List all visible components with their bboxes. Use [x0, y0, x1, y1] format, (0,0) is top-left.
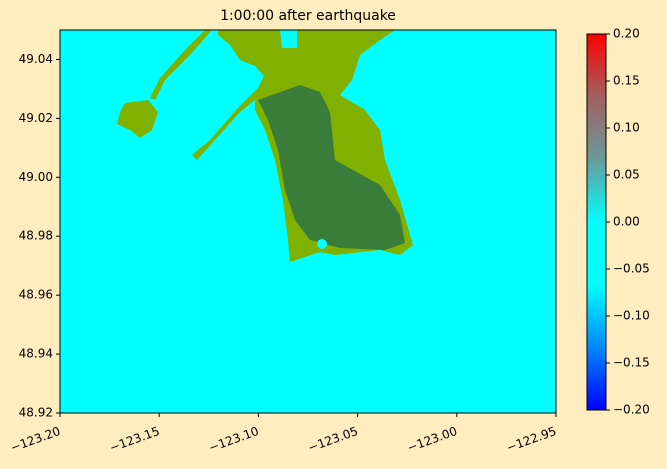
colorbar-tick-label: 0.10: [613, 121, 640, 135]
colorbar-tick-label: −0.15: [613, 356, 650, 370]
y-tick-label: 49.02: [19, 111, 53, 125]
water-inlet: [280, 30, 297, 48]
x-tick-label: −123.00: [405, 424, 459, 455]
y-tick-label: 48.96: [19, 288, 53, 302]
x-tick-label: −123.20: [9, 424, 63, 455]
plot-frame: [59, 29, 557, 414]
chart-title: 1:00:00 after earthquake: [220, 8, 396, 24]
colorbar-tick-label: −0.20: [613, 403, 650, 417]
x-tick-label: −123.10: [207, 424, 261, 455]
y-tick-label: 49.04: [19, 52, 53, 66]
x-tick-label: −122.95: [505, 424, 559, 455]
colorbar: [586, 33, 607, 411]
y-tick-label: 49.00: [19, 170, 53, 184]
colorbar-tick-label: 0.15: [613, 74, 640, 88]
y-tick-label: 48.98: [19, 229, 53, 243]
x-tick-label: −123.15: [108, 424, 162, 455]
x-tick-label: −123.05: [306, 424, 360, 455]
colorbar-tick-label: −0.05: [613, 262, 650, 276]
land: [117, 30, 413, 262]
land-spit: [150, 30, 212, 100]
land-island: [117, 100, 158, 138]
water-pond: [317, 239, 327, 249]
y-tick-label: 48.92: [19, 406, 53, 420]
colorbar-tick-label: 0.20: [613, 27, 640, 41]
colorbar-tick-label: 0.00: [613, 215, 640, 229]
colorbar-tick-label: −0.10: [613, 309, 650, 323]
land-dark: [258, 85, 405, 250]
y-tick-label: 48.94: [19, 347, 53, 361]
colorbar-tick-label: 0.05: [613, 168, 640, 182]
